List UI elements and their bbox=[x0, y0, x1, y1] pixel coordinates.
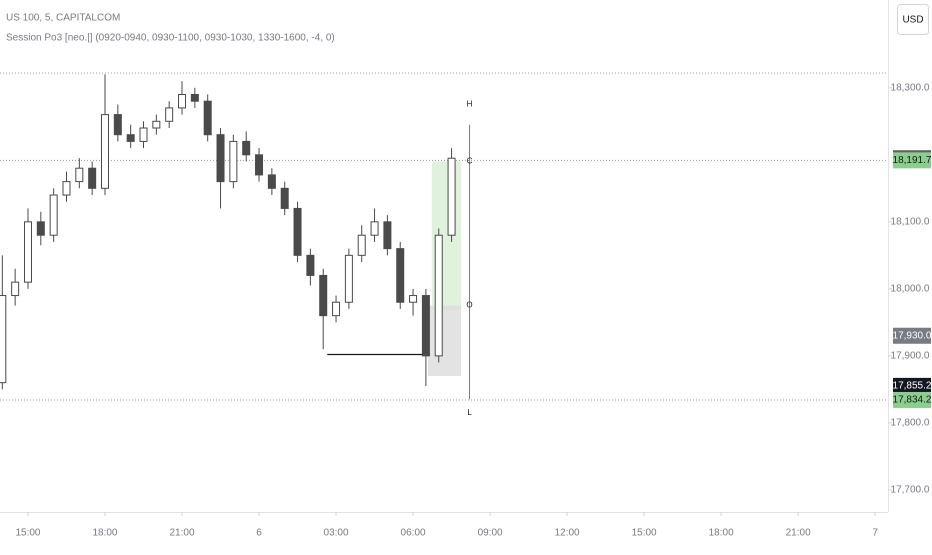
candle-body bbox=[319, 274, 328, 317]
price-label: 18,191.7 bbox=[893, 155, 932, 166]
x-tick-label: 7 bbox=[872, 528, 878, 539]
price-label: 17,930.0 bbox=[893, 330, 932, 341]
candle-body bbox=[100, 114, 109, 189]
candle-body bbox=[370, 221, 379, 236]
x-tick-label: 15:00 bbox=[15, 528, 40, 539]
price-label: 17,834.2 bbox=[893, 395, 932, 406]
y-tick-label: 18,000.0 bbox=[891, 283, 930, 294]
candle-body bbox=[421, 295, 430, 357]
candle-body bbox=[216, 134, 225, 183]
candle-body bbox=[344, 254, 353, 303]
y-tick-label: 17,700.0 bbox=[891, 485, 930, 496]
candle-body bbox=[165, 107, 174, 122]
candle-body bbox=[409, 295, 418, 303]
price-label-box bbox=[893, 152, 931, 169]
candle-body bbox=[293, 207, 302, 256]
po3-marker: L bbox=[467, 408, 472, 417]
po3-marker: O bbox=[466, 301, 472, 310]
candle-body bbox=[190, 93, 199, 102]
price-label-box bbox=[893, 327, 931, 344]
price-label-box bbox=[893, 391, 931, 408]
candle-body bbox=[0, 295, 7, 384]
candle-body bbox=[36, 221, 45, 236]
x-tick-label: 06:00 bbox=[401, 528, 426, 539]
candle-body bbox=[152, 120, 161, 129]
candle-body bbox=[49, 194, 58, 236]
candle-body bbox=[75, 167, 84, 183]
po3-marker: C bbox=[467, 157, 473, 166]
currency-label[interactable]: USD bbox=[902, 15, 923, 26]
price-label-box bbox=[893, 377, 931, 394]
candle-body bbox=[126, 134, 135, 142]
po3-marker: H bbox=[467, 100, 473, 109]
candle-body bbox=[178, 93, 187, 109]
open-box bbox=[427, 305, 462, 376]
x-tick-label: 21:00 bbox=[169, 528, 194, 539]
chart-title: US 100, 5, CAPITALCOM bbox=[6, 13, 120, 24]
y-tick-label: 17,900.0 bbox=[891, 351, 930, 362]
candle-body bbox=[203, 100, 212, 136]
x-tick-label: 6 bbox=[256, 528, 262, 539]
candle-body bbox=[357, 234, 366, 256]
candle-body bbox=[23, 221, 32, 283]
candle-body bbox=[434, 234, 443, 357]
candle-body bbox=[242, 140, 251, 156]
candle-body bbox=[267, 174, 276, 189]
candle-body bbox=[139, 127, 148, 142]
x-tick-label: 21:00 bbox=[786, 528, 811, 539]
y-tick-label: 18,300.0 bbox=[891, 82, 930, 93]
candle-body bbox=[383, 221, 392, 250]
x-tick-label: 12:00 bbox=[555, 528, 580, 539]
x-tick-label: 18:00 bbox=[709, 528, 734, 539]
indicator-title: Session Po3 [neo.|] (0920-0940, 0930-110… bbox=[6, 33, 335, 44]
candle-body bbox=[88, 167, 97, 189]
candle-body bbox=[255, 154, 264, 176]
candle-body bbox=[306, 254, 315, 276]
y-tick-label: 17,800.0 bbox=[891, 418, 930, 429]
candle-body bbox=[113, 114, 122, 136]
candle-body bbox=[396, 248, 405, 303]
x-tick-label: 15:00 bbox=[632, 528, 657, 539]
x-tick-label: 09:00 bbox=[478, 528, 503, 539]
x-tick-label: 03:00 bbox=[324, 528, 349, 539]
currency-button[interactable] bbox=[897, 4, 929, 35]
x-tick-label: 18:00 bbox=[92, 528, 117, 539]
price-label: 17,855.2 bbox=[893, 381, 932, 392]
y-tick-label: 18,100.0 bbox=[891, 216, 930, 227]
candle-body bbox=[332, 301, 341, 317]
candle-body bbox=[229, 140, 238, 183]
candle-body bbox=[11, 281, 20, 297]
candle-body bbox=[280, 187, 289, 209]
candle-body bbox=[62, 181, 71, 196]
candle-body bbox=[447, 157, 456, 236]
